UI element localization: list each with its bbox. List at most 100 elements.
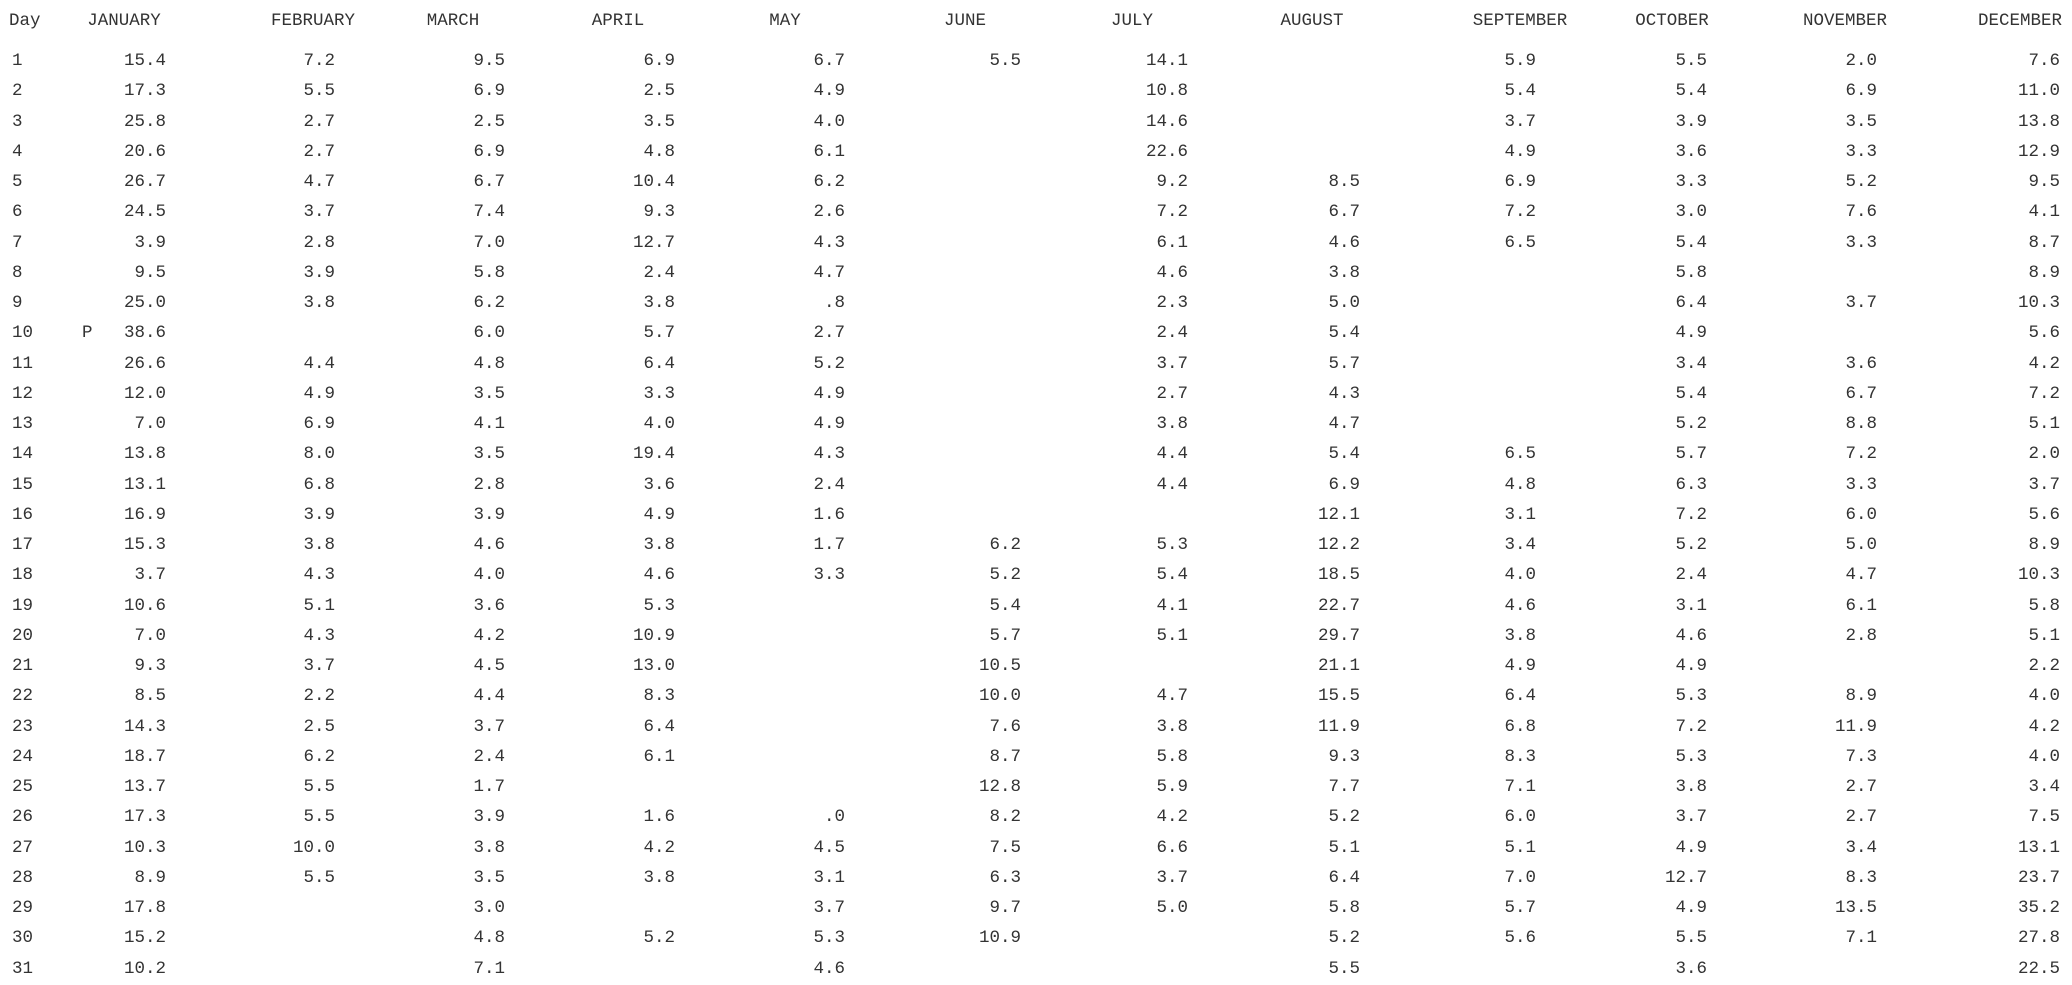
value-cell: 5.0 bbox=[1328, 293, 1360, 313]
day-cell: 11 bbox=[12, 353, 34, 374]
value-cell: 5.5 bbox=[1675, 928, 1707, 949]
value-cell: 3.7 bbox=[134, 565, 166, 586]
value-cell: 2.5 bbox=[643, 81, 675, 102]
table-row: 29 17.8 3.0 3.7 9.7 5.0 5.8 5.7 4.9 13.5 35.2 bbox=[0, 893, 2072, 923]
value-cell: 5.4 bbox=[1675, 232, 1707, 253]
value-cell: 9.5 bbox=[2028, 172, 2060, 192]
value-cell: 4.6 bbox=[1328, 232, 1360, 253]
value-cell: 7.2 bbox=[303, 51, 335, 71]
value-cell: 6.1 bbox=[1845, 595, 1877, 616]
value-cell: 3.9 bbox=[473, 807, 505, 828]
value-cell: 3.7 bbox=[303, 656, 335, 676]
value-cell: 4.9 bbox=[813, 81, 845, 102]
value-cell: 3.5 bbox=[1845, 111, 1877, 132]
value-cell: 5.3 bbox=[1156, 535, 1188, 555]
value-cell: 6.8 bbox=[303, 474, 335, 495]
value-cell: 4.8 bbox=[1504, 474, 1536, 495]
value-cell: 5.4 bbox=[1675, 81, 1707, 102]
value-cell: 4.4 bbox=[1156, 444, 1188, 465]
day-cell: 21 bbox=[12, 656, 34, 676]
value-cell: 6.2 bbox=[473, 293, 505, 313]
value-cell: 11.9 bbox=[1317, 716, 1360, 737]
value-cell: 4.1 bbox=[1156, 595, 1188, 616]
value-cell: 5.9 bbox=[1156, 777, 1188, 797]
value-cell: 6.5 bbox=[1504, 232, 1536, 253]
value-cell: 4.2 bbox=[473, 625, 505, 646]
value-cell: 16.9 bbox=[123, 504, 166, 525]
table-row: 26 17.3 5.5 3.9 1.6 .0 8.2 4.2 5.2 6.0 3.7 2.7 7.5 bbox=[0, 802, 2072, 832]
value-cell: 4.9 bbox=[1675, 656, 1707, 676]
day-cell: 18 bbox=[12, 565, 34, 586]
value-cell: 2.4 bbox=[813, 474, 845, 495]
value-cell: 5.6 bbox=[2028, 323, 2060, 344]
value-cell: .8 bbox=[823, 293, 845, 313]
value-cell: 7.0 bbox=[134, 414, 166, 434]
value-cell: 6.2 bbox=[303, 746, 335, 767]
day-cell: 17 bbox=[12, 535, 34, 555]
value-cell: 14.6 bbox=[1145, 111, 1188, 132]
value-cell: 6.4 bbox=[643, 353, 675, 374]
value-cell: 5.5 bbox=[303, 867, 335, 888]
value-cell: 3.8 bbox=[303, 293, 335, 313]
value-cell: 3.3 bbox=[1845, 474, 1877, 495]
value-cell: 2.3 bbox=[1156, 293, 1188, 313]
value-cell: 4.6 bbox=[1156, 262, 1188, 283]
value-cell: 7.2 bbox=[2028, 383, 2060, 404]
value-cell: 12.7 bbox=[1664, 867, 1707, 888]
value-cell: 26.7 bbox=[123, 172, 166, 192]
value-cell: 5.7 bbox=[1504, 898, 1536, 918]
value-cell: 5.4 bbox=[1328, 444, 1360, 465]
value-cell: 6.3 bbox=[1675, 474, 1707, 495]
value-cell: 7.2 bbox=[1504, 202, 1536, 223]
table-row: 27 10.3 10.0 3.8 4.2 4.5 7.5 6.6 5.1 5.1 4.9 3.4 13.… bbox=[0, 833, 2072, 863]
value-cell: 4.3 bbox=[813, 444, 845, 465]
value-cell: 5.6 bbox=[1504, 928, 1536, 949]
value-cell: 6.9 bbox=[1328, 474, 1360, 495]
value-cell: 15.4 bbox=[123, 51, 166, 71]
value-cell: 4.0 bbox=[643, 414, 675, 434]
value-cell: 2.2 bbox=[303, 686, 335, 707]
value-cell: 6.4 bbox=[1504, 686, 1536, 707]
value-cell: 3.6 bbox=[1675, 958, 1707, 979]
value-cell: 2.7 bbox=[1156, 383, 1188, 404]
value-cell: 3.6 bbox=[643, 474, 675, 495]
value-cell: 4.4 bbox=[473, 686, 505, 707]
value-cell: 5.4 bbox=[1675, 383, 1707, 404]
month-header-september: SEPTEMBER bbox=[1472, 11, 1568, 31]
value-cell: 6.7 bbox=[1845, 383, 1877, 404]
value-cell: 3.7 bbox=[473, 716, 505, 737]
value-cell: 4.9 bbox=[1675, 323, 1707, 344]
value-cell: 5.2 bbox=[1328, 928, 1360, 949]
value-cell: 4.1 bbox=[473, 414, 505, 434]
value-cell: 7.2 bbox=[1156, 202, 1188, 223]
value-cell: 10.3 bbox=[2017, 565, 2060, 586]
table-row: 21 9.3 3.7 4.5 13.0 10.5 21.1 4.9 4.9 2.2 bbox=[0, 651, 2072, 681]
table-row: 5 26.7 4.7 6.7 10.4 6.2 9.2 8.5 6.9 3.3 5.2 9.5 bbox=[0, 167, 2072, 197]
value-cell: 8.9 bbox=[134, 867, 166, 888]
value-cell: 10.3 bbox=[2017, 293, 2060, 313]
value-cell: 5.1 bbox=[1328, 837, 1360, 858]
value-cell: 3.3 bbox=[643, 383, 675, 404]
value-cell: 6.3 bbox=[989, 867, 1021, 888]
value-cell: 4.9 bbox=[1675, 898, 1707, 918]
value-cell: 5.4 bbox=[1156, 565, 1188, 586]
value-cell: 6.4 bbox=[1328, 867, 1360, 888]
value-cell: 4.2 bbox=[2028, 353, 2060, 374]
value-cell: 5.2 bbox=[989, 565, 1021, 586]
value-cell: 8.9 bbox=[1845, 686, 1877, 707]
value-cell: 3.7 bbox=[2028, 474, 2060, 495]
value-cell: 13.5 bbox=[1834, 898, 1877, 918]
table-row: 3 25.8 2.7 2.5 3.5 4.0 14.6 3.7 3.9 3.5 13.8 bbox=[0, 107, 2072, 137]
value-cell: 5.5 bbox=[1328, 958, 1360, 979]
value-cell: 6.7 bbox=[1328, 202, 1360, 223]
value-cell: 4.9 bbox=[303, 383, 335, 404]
value-cell: 3.5 bbox=[473, 444, 505, 465]
value-cell: 8.5 bbox=[134, 686, 166, 707]
month-header-april: APRIL bbox=[591, 11, 645, 31]
day-cell: 3 bbox=[12, 111, 23, 132]
value-cell: 7.6 bbox=[1845, 202, 1877, 223]
value-cell: 10.5 bbox=[978, 656, 1021, 676]
value-cell: 38.6 bbox=[123, 323, 166, 344]
table-row: 13 7.0 6.9 4.1 4.0 4.9 3.8 4.7 5.2 8.8 5.1 bbox=[0, 409, 2072, 439]
